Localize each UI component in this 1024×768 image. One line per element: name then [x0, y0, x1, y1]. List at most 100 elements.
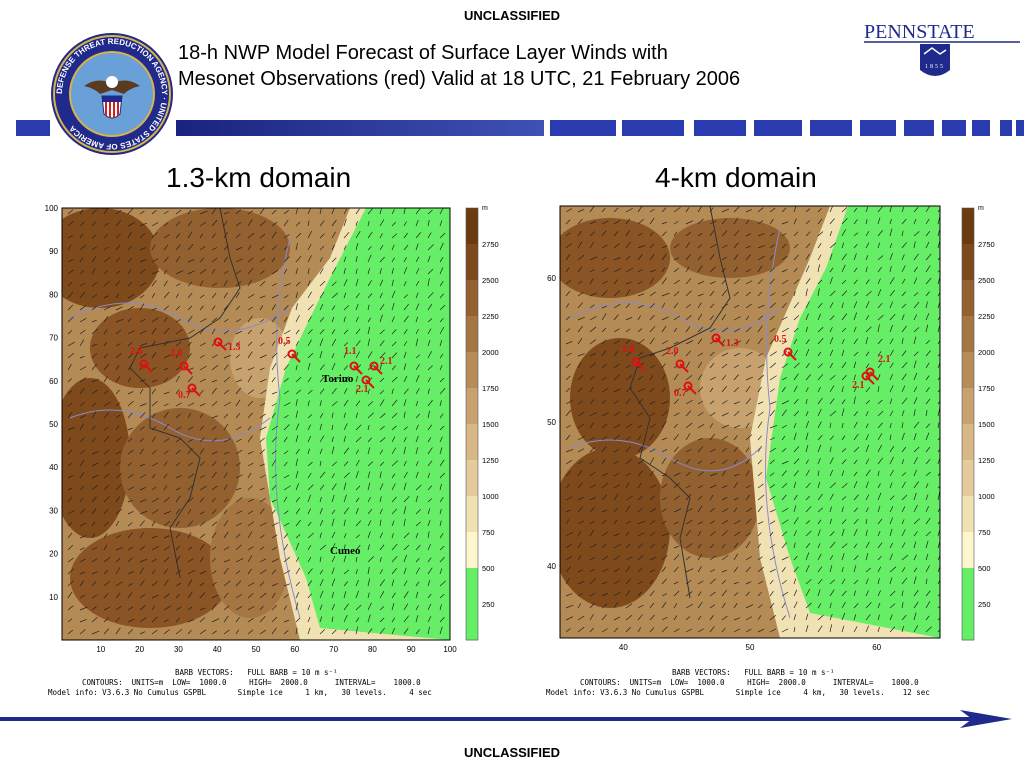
- wind-barb: [91, 402, 97, 407]
- wind-barb: [757, 421, 763, 429]
- wind-barb: [781, 628, 789, 633]
- wind-barb: [829, 326, 833, 333]
- wind-barb: [223, 330, 230, 335]
- wind-barb: [601, 363, 607, 369]
- wind-barb: [781, 302, 787, 309]
- wind-barb: [649, 569, 656, 573]
- wind-barb: [271, 583, 279, 587]
- terrain-colorbar-left: m275025002250200017501500125010007505002…: [465, 205, 499, 641]
- wind-barb: [817, 625, 823, 633]
- decorative-bar: [16, 120, 1024, 136]
- wind-barb: [355, 449, 359, 455]
- wind-barb: [877, 470, 880, 477]
- wind-barb: [103, 306, 111, 311]
- wind-barb: [127, 511, 134, 515]
- wind-barb: [865, 553, 869, 561]
- wind-barb: [163, 520, 171, 527]
- wind-barb: [295, 534, 301, 539]
- wind-barb: [415, 375, 420, 383]
- wind-barb: [625, 267, 634, 273]
- wind-barb: [367, 388, 370, 395]
- wind-barb: [721, 554, 729, 561]
- wind-barb: [865, 291, 872, 297]
- wind-barb: [223, 389, 230, 395]
- wind-barb: [805, 243, 811, 249]
- wind-barb: [781, 531, 788, 537]
- wind-barb: [415, 567, 421, 575]
- wind-barb: [589, 602, 595, 609]
- wind-barb: [211, 630, 217, 635]
- wind-barb: [367, 317, 372, 323]
- wind-barb: [745, 268, 751, 273]
- wind-barb: [697, 530, 702, 537]
- wind-barb: [175, 329, 183, 335]
- obs-speed-label: 2.0: [170, 348, 183, 359]
- wind-barb: [637, 470, 643, 477]
- wind-barb: [139, 631, 146, 635]
- wind-barb: [793, 422, 797, 429]
- wind-barb: [733, 520, 741, 525]
- wind-barb: [367, 614, 371, 623]
- wind-barb: [829, 493, 834, 501]
- wind-barb: [355, 556, 358, 563]
- wind-barb: [697, 601, 703, 609]
- wind-barb: [769, 315, 775, 321]
- wind-barb: [283, 219, 289, 227]
- wind-barb: [331, 208, 335, 215]
- wind-barb: [151, 327, 157, 335]
- wind-barb: [283, 474, 290, 479]
- wind-barb: [247, 618, 254, 623]
- wind-barb: [355, 221, 358, 227]
- wind-barb: [709, 220, 717, 225]
- wind-barb: [829, 565, 833, 573]
- wind-barb: [139, 294, 145, 299]
- wind-barb: [91, 209, 98, 215]
- wind-barb: [613, 543, 622, 549]
- wind-barb: [685, 340, 694, 345]
- wind-barb: [721, 327, 729, 333]
- wind-barb: [649, 531, 656, 537]
- wind-barb: [91, 246, 97, 251]
- wind-barb: [283, 496, 288, 503]
- wind-barb: [601, 543, 607, 549]
- wind-barb: [661, 316, 669, 321]
- wind-barb: [67, 487, 73, 491]
- wind-barb: [331, 494, 335, 503]
- wind-barb: [721, 508, 729, 513]
- wind-barb: [613, 374, 620, 381]
- wind-barb: [913, 576, 917, 585]
- wind-barb: [403, 303, 410, 311]
- wind-barb: [211, 497, 216, 503]
- wind-barb: [637, 269, 643, 273]
- wind-barb: [709, 230, 715, 237]
- wind-barb: [865, 301, 870, 309]
- wind-barb: [379, 413, 386, 419]
- wind-barb: [829, 206, 833, 213]
- wind-barb: [79, 423, 85, 431]
- wind-barb: [853, 614, 857, 621]
- wind-barb: [601, 494, 608, 501]
- wind-barb: [379, 544, 385, 551]
- wind-barb: [415, 461, 419, 467]
- wind-barb: [937, 208, 940, 213]
- wind-barb: [271, 245, 277, 251]
- wind-barb: [67, 281, 73, 287]
- wind-barb: [307, 414, 313, 419]
- wind-barb: [415, 424, 419, 431]
- wind-barb: [175, 438, 181, 443]
- wind-barb: [391, 555, 398, 563]
- wind-barb: [67, 462, 73, 467]
- wind-barb: [295, 268, 298, 275]
- wind-barb: [613, 267, 622, 273]
- wind-barb: [307, 280, 311, 287]
- wind-barb: [247, 462, 254, 467]
- wind-barb: [925, 362, 930, 369]
- wind-barb: [79, 257, 84, 263]
- wind-barb: [613, 388, 621, 393]
- wind-barb: [637, 446, 643, 453]
- colorbar-segment: [466, 352, 478, 389]
- wind-barb: [139, 474, 147, 479]
- wind-barb: [709, 266, 716, 273]
- wind-barb: [367, 208, 373, 215]
- wind-barb: [415, 447, 419, 455]
